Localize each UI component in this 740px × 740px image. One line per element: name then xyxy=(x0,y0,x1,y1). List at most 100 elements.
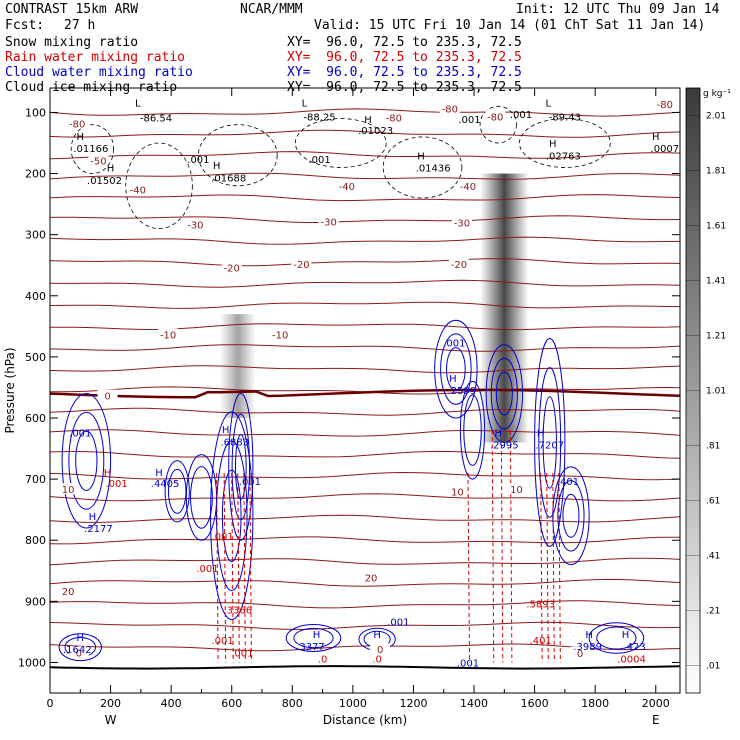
contour-value-label: .01436 xyxy=(416,164,451,175)
contour-value-label: H xyxy=(417,151,425,162)
isotherm-line xyxy=(50,236,680,245)
cloud-ice-contour xyxy=(294,118,387,168)
rain-contour xyxy=(467,472,470,663)
temperature-label-bg xyxy=(318,215,339,227)
contour-value-label: .401 xyxy=(557,477,579,488)
cloud-water-contour xyxy=(285,624,342,652)
temperature-label-bg xyxy=(270,328,291,340)
contour-value-label: H xyxy=(104,468,112,479)
isotherm-line xyxy=(50,578,680,587)
rain-contour xyxy=(491,430,495,663)
contour-value-label: .001 xyxy=(187,155,209,166)
contour-value-label: .01502 xyxy=(87,176,122,187)
field-name-cloud-water: Cloud water mixing ratio xyxy=(5,65,193,80)
contour-value-label: .001 xyxy=(106,479,128,490)
contour-value-label: .0004 xyxy=(617,654,646,665)
cloud-water-contour xyxy=(68,411,105,510)
field-name-rain: Rain water mixing ratio xyxy=(5,50,186,65)
model-title: CONTRAST 15km ARW xyxy=(5,2,139,17)
contour-value-label: -89.43 xyxy=(549,112,581,123)
contour-value-label: L xyxy=(135,98,141,109)
cloud-water-contour xyxy=(164,460,190,523)
cloud-ice-contour xyxy=(70,124,115,174)
temperature-label: 0 xyxy=(377,645,383,656)
cloud-water-contour xyxy=(231,413,251,521)
rain-contour xyxy=(249,472,252,663)
contour-value-label: L xyxy=(302,98,308,109)
isotherm-line xyxy=(50,407,680,416)
colorbar-level-label: 1.81 xyxy=(706,167,726,177)
contour-value-label: .001 xyxy=(196,564,218,575)
contour-value-label: H xyxy=(222,425,230,436)
cloud-water-contour xyxy=(75,430,98,491)
isotherm-line xyxy=(50,450,680,459)
snow-shading xyxy=(480,173,529,443)
cloud-water-contour xyxy=(557,480,585,552)
contour-value-label: H xyxy=(313,630,321,641)
contour-value-label: .7207 xyxy=(535,441,564,452)
cloud-water-contour xyxy=(293,627,334,649)
contour-value-label: .001 xyxy=(212,636,234,647)
contour-value-label: .02763 xyxy=(546,151,581,162)
temperature-label-bg xyxy=(439,102,460,114)
isotherm-line xyxy=(50,621,680,630)
rain-contour xyxy=(552,472,555,663)
x-axis-label: Distance (km) xyxy=(323,713,407,727)
x-tick-label: 800 xyxy=(282,697,303,710)
temperature-label-bg xyxy=(127,183,148,195)
contour-value-label: H xyxy=(77,633,85,644)
contour-value-label: H xyxy=(364,115,372,126)
y-tick-label: 600 xyxy=(25,412,46,425)
contour-value-label: L xyxy=(545,98,551,109)
x-tick-label: 400 xyxy=(161,697,182,710)
rain-contour xyxy=(509,430,513,663)
temperature-label-bg xyxy=(485,110,506,122)
temperature-label: -80 xyxy=(69,120,85,131)
contour-value-label: .401 xyxy=(530,636,552,647)
isotherm-line xyxy=(50,258,680,267)
colorbar-level-label: .41 xyxy=(706,552,720,562)
temperature-label-bg xyxy=(336,180,357,191)
contour-value-label: H xyxy=(449,374,457,385)
cloud-water-contour xyxy=(58,633,102,662)
x-tick-label: 1400 xyxy=(460,697,488,710)
temperature-label: -40 xyxy=(460,182,476,193)
east-label: E xyxy=(652,713,660,727)
rain-contour xyxy=(216,472,219,663)
contour-value-label: .2599 xyxy=(448,386,477,397)
temperature-label: -80 xyxy=(386,114,402,125)
contour-value-label: H xyxy=(155,468,163,479)
temperature-label: 10 xyxy=(510,485,523,496)
contour-value-label: .4405 xyxy=(151,479,180,490)
temperature-label-bg xyxy=(158,328,179,340)
y-tick-label: 900 xyxy=(25,595,46,608)
cloud-water-contour xyxy=(463,394,482,466)
cloud-water-contour xyxy=(588,622,645,654)
temperature-label-bg xyxy=(88,154,109,166)
cloud-ice-contour xyxy=(382,136,463,199)
colorbar-level-label: 1.21 xyxy=(706,332,726,342)
contour-value-label: .001 xyxy=(212,532,234,543)
contour-value-label: -88.25 xyxy=(303,112,335,123)
temperature-label-bg xyxy=(654,98,675,110)
contour-value-label: .01688 xyxy=(211,173,246,184)
temperature-label: -80 xyxy=(487,112,503,123)
contour-value-label: .1642 xyxy=(63,645,92,656)
temperature-label-bg xyxy=(185,218,206,230)
x-tick-label: 1000 xyxy=(339,697,367,710)
colorbar-level-label: 1.01 xyxy=(706,387,726,397)
temperature-label: 20 xyxy=(365,574,378,585)
west-label: W xyxy=(105,713,117,727)
contour-value-label: .001 xyxy=(458,115,480,126)
isotherm-line xyxy=(50,108,680,117)
contour-value-label: H xyxy=(89,512,97,523)
isotherm-line xyxy=(50,172,680,180)
temperature-label-bg xyxy=(506,483,527,495)
temperature-label: -20 xyxy=(293,260,309,271)
contour-value-label: .01023 xyxy=(358,126,393,137)
rain-contour xyxy=(243,472,246,663)
contour-value-label: .001 xyxy=(457,659,479,670)
contour-value-label: H xyxy=(537,428,545,439)
rain-contour xyxy=(223,472,227,663)
